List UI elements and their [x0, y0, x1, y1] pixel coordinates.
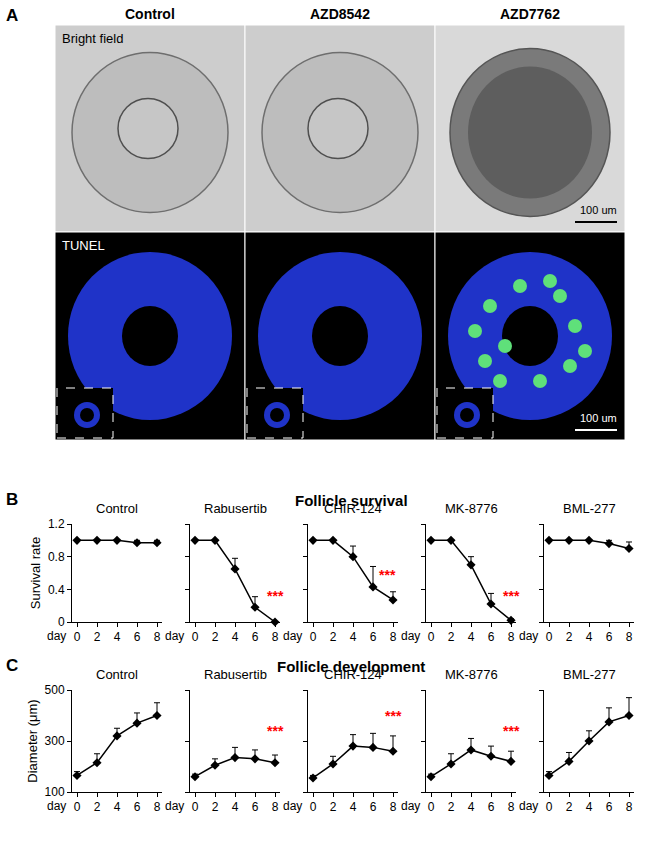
svg-text:***: *** [385, 708, 402, 724]
svg-text:4: 4 [232, 800, 239, 814]
svg-text:6: 6 [370, 630, 377, 644]
svg-text:Follicle development: Follicle development [277, 658, 425, 675]
svg-text:2: 2 [566, 630, 573, 644]
svg-text:0: 0 [546, 800, 553, 814]
svg-text:Follicle survival: Follicle survival [295, 492, 408, 509]
svg-text:8: 8 [390, 630, 397, 644]
svg-text:4: 4 [468, 630, 475, 644]
svg-text:0: 0 [192, 800, 199, 814]
svg-text:0: 0 [546, 630, 553, 644]
svg-text:0.8: 0.8 [48, 550, 65, 564]
svg-text:day: day [165, 629, 184, 643]
svg-text:8: 8 [272, 800, 279, 814]
svg-text:4: 4 [114, 800, 121, 814]
svg-text:Rabusertib: Rabusertib [204, 667, 267, 682]
svg-text:0: 0 [310, 630, 317, 644]
svg-text:8: 8 [272, 630, 279, 644]
svg-text:4: 4 [468, 800, 475, 814]
svg-text:0: 0 [58, 615, 65, 629]
svg-text:Diameter (μm): Diameter (μm) [25, 699, 40, 782]
svg-text:BML-277: BML-277 [563, 501, 616, 516]
svg-text:day: day [519, 629, 538, 643]
svg-text:8: 8 [508, 630, 515, 644]
svg-text:day: day [47, 799, 66, 813]
svg-text:0: 0 [192, 630, 199, 644]
svg-text:6: 6 [134, 800, 141, 814]
svg-text:AZD7762: AZD7762 [500, 6, 560, 22]
svg-text:A: A [6, 6, 18, 25]
svg-text:***: *** [267, 723, 284, 739]
svg-text:AZD8542: AZD8542 [310, 6, 370, 22]
svg-text:2: 2 [566, 800, 573, 814]
svg-text:0: 0 [74, 800, 81, 814]
svg-text:B: B [6, 490, 18, 509]
svg-text:0: 0 [74, 630, 81, 644]
svg-text:2: 2 [330, 630, 337, 644]
svg-text:8: 8 [626, 800, 633, 814]
svg-text:1.2: 1.2 [48, 517, 65, 531]
svg-text:CHIR-124: CHIR-124 [324, 501, 382, 516]
svg-text:4: 4 [586, 800, 593, 814]
svg-text:6: 6 [370, 800, 377, 814]
svg-text:Survival rate: Survival rate [28, 537, 43, 609]
svg-text:8: 8 [154, 800, 161, 814]
svg-text:100 um: 100 um [580, 412, 617, 424]
svg-text:4: 4 [114, 630, 121, 644]
svg-text:day: day [283, 799, 302, 813]
svg-text:***: *** [379, 567, 396, 583]
svg-text:2: 2 [94, 800, 101, 814]
svg-text:6: 6 [134, 630, 141, 644]
svg-text:2: 2 [212, 800, 219, 814]
svg-text:day: day [401, 629, 420, 643]
svg-text:day: day [47, 629, 66, 643]
svg-text:6: 6 [488, 800, 495, 814]
svg-text:MK-8776: MK-8776 [445, 501, 498, 516]
svg-text:***: *** [267, 588, 284, 604]
svg-text:0.4: 0.4 [48, 583, 65, 597]
svg-text:6: 6 [488, 630, 495, 644]
svg-text:day: day [165, 799, 184, 813]
svg-text:day: day [519, 799, 538, 813]
svg-text:0: 0 [428, 630, 435, 644]
svg-text:***: *** [503, 723, 520, 739]
svg-text:Bright field: Bright field [62, 31, 123, 46]
svg-text:***: *** [503, 588, 520, 604]
svg-text:0: 0 [428, 800, 435, 814]
svg-text:100 um: 100 um [580, 204, 617, 216]
svg-text:Control: Control [125, 6, 175, 22]
svg-text:Control: Control [96, 667, 138, 682]
svg-text:4: 4 [350, 800, 357, 814]
svg-text:300: 300 [45, 734, 65, 748]
svg-text:Rabusertib: Rabusertib [204, 501, 267, 516]
svg-text:8: 8 [508, 800, 515, 814]
svg-text:2: 2 [330, 800, 337, 814]
svg-text:Control: Control [96, 501, 138, 516]
svg-text:BML-277: BML-277 [563, 667, 616, 682]
svg-text:8: 8 [626, 630, 633, 644]
svg-text:CHIR-124: CHIR-124 [324, 667, 382, 682]
svg-text:100: 100 [45, 785, 65, 799]
svg-text:6: 6 [252, 800, 259, 814]
svg-text:TUNEL: TUNEL [62, 238, 105, 253]
svg-text:500: 500 [45, 683, 65, 697]
svg-text:8: 8 [390, 800, 397, 814]
svg-text:day: day [401, 799, 420, 813]
svg-text:4: 4 [232, 630, 239, 644]
svg-text:2: 2 [212, 630, 219, 644]
svg-text:4: 4 [586, 630, 593, 644]
svg-text:6: 6 [606, 800, 613, 814]
svg-text:0: 0 [310, 800, 317, 814]
svg-text:2: 2 [448, 630, 455, 644]
svg-text:6: 6 [606, 630, 613, 644]
svg-text:2: 2 [94, 630, 101, 644]
svg-text:day: day [283, 629, 302, 643]
svg-text:C: C [6, 656, 18, 675]
svg-text:8: 8 [154, 630, 161, 644]
svg-text:2: 2 [448, 800, 455, 814]
svg-text:6: 6 [252, 630, 259, 644]
svg-text:4: 4 [350, 630, 357, 644]
svg-text:MK-8776: MK-8776 [445, 667, 498, 682]
